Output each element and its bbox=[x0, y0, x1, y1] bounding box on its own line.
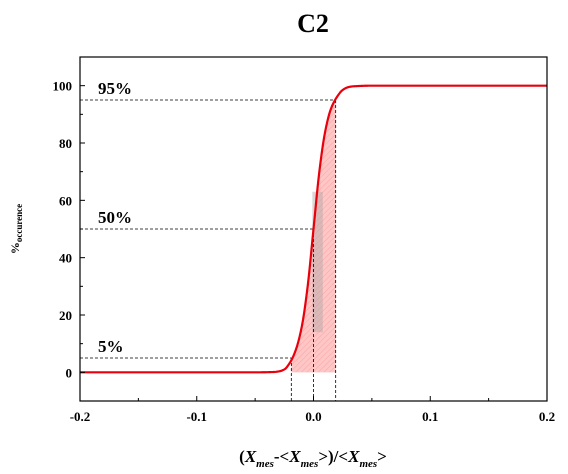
x-axis: -0.2 -0.1 0.0 0.1 0.2 bbox=[70, 396, 555, 424]
y-tick-label: 100 bbox=[53, 79, 73, 94]
x-tick-label: 0.1 bbox=[422, 409, 438, 424]
y-tick-label: 60 bbox=[59, 193, 72, 208]
plot-area: 5% 50% 95% bbox=[80, 79, 547, 401]
ref-label-5pct: 5% bbox=[98, 337, 124, 356]
y-tick-label: 20 bbox=[59, 308, 72, 323]
y-tick-label: 80 bbox=[59, 136, 72, 151]
ref-label-50pct: 50% bbox=[98, 208, 132, 227]
y-axis-label: %occurence bbox=[8, 204, 24, 254]
y-tick-label: 40 bbox=[59, 251, 72, 266]
series-line bbox=[80, 84, 547, 374]
x-axis-label: (Xmes-<Xmes>)/<Xmes> bbox=[239, 447, 387, 470]
ref-label-95pct: 95% bbox=[98, 79, 132, 98]
y-tick-label: 0 bbox=[66, 365, 73, 380]
chart-title: C2 bbox=[297, 9, 329, 38]
shaded-band bbox=[312, 191, 323, 333]
x-tick-label: 0.0 bbox=[305, 409, 321, 424]
x-tick-label: 0.2 bbox=[539, 409, 555, 424]
x-tick-label: -0.1 bbox=[186, 409, 207, 424]
y-axis-label-subscript: occurence bbox=[14, 204, 24, 242]
y-axis: 0 20 40 60 80 100 bbox=[53, 79, 85, 380]
x-tick-label: -0.2 bbox=[70, 409, 91, 424]
